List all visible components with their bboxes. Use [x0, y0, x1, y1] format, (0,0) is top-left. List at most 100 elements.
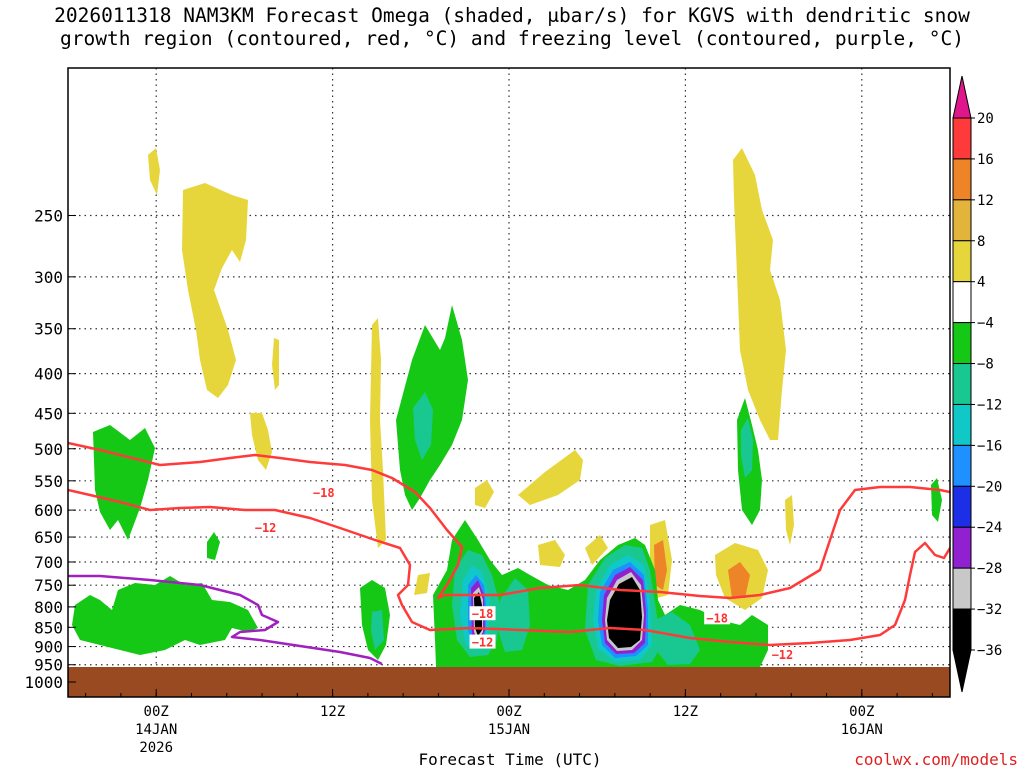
dgz-minus18-contour — [68, 441, 950, 600]
omega-patch-green — [396, 305, 468, 510]
y-tick-label: 250 — [34, 207, 63, 226]
y-tick-label: 550 — [34, 472, 63, 491]
omega-patch-yellow — [370, 318, 386, 548]
x-tick-label: 12Z — [673, 704, 698, 720]
colorbar-swatch — [952, 158, 972, 201]
colorbar: 20 16 12 8 4 −4 −8 −12 −16 −20 −24 −28 −32 −36 — [952, 75, 1002, 693]
colorbar-label: −16 — [977, 438, 1002, 454]
x-axis: 00Z 14JAN 2026 12Z 00Z 15JAN 12Z 00Z 16JAN — [85, 689, 933, 756]
x-tick-label: 00Z — [144, 704, 169, 720]
omega-patch-teal — [655, 612, 700, 665]
y-tick-label: 750 — [34, 576, 63, 595]
omega-patch-green — [207, 532, 220, 560]
omega-patch-teal — [371, 610, 384, 650]
contour-label: −12 — [472, 636, 494, 650]
colorbar-label: −36 — [977, 643, 1002, 659]
omega-patch-teal — [413, 392, 433, 460]
colorbar-label: −12 — [977, 397, 1002, 413]
colorbar-swatch — [952, 322, 972, 365]
colorbar-swatch — [952, 403, 972, 446]
contour-label-bg — [769, 647, 796, 662]
contour-labels: −18 −12 −18 −12 −18 −12 — [252, 485, 796, 662]
dgz-minus12-contour — [68, 488, 950, 647]
colorbar-bottom-triangle — [952, 649, 972, 693]
colorbar-swatch — [952, 485, 972, 528]
omega-shading — [72, 148, 942, 667]
contours — [68, 441, 950, 666]
y-tick-label: 1000 — [24, 673, 63, 692]
colorbar-top-triangle — [952, 75, 972, 119]
y-tick-label: 400 — [34, 365, 63, 384]
y-tick-label: 700 — [34, 553, 63, 572]
y-tick-label: 900 — [34, 638, 63, 657]
y-tick-label: 600 — [34, 501, 63, 520]
y-tick-label: 300 — [34, 268, 63, 287]
y-tick-label: 950 — [34, 656, 63, 675]
omega-patch-yellow — [148, 148, 160, 195]
contour-label-bg — [252, 520, 279, 535]
omega-patch-yellow — [733, 148, 786, 440]
colorbar-swatch — [952, 444, 972, 487]
omega-patch-orange — [728, 562, 750, 598]
colorbar-label: 8 — [977, 234, 985, 250]
colorbar-swatch — [952, 608, 972, 651]
colorbar-swatch — [952, 281, 972, 324]
y-tick-label: 500 — [34, 440, 63, 459]
omega-patch-yellow — [585, 535, 608, 565]
colorbar-label: −8 — [977, 357, 994, 373]
contour-label-bg — [310, 485, 337, 500]
colorbar-label: 12 — [977, 193, 994, 209]
chart-title: 2026011318 NAM3KM Forecast Omega (shaded… — [0, 4, 1024, 50]
omega-patch-yellow — [518, 450, 583, 505]
contour-label: −18 — [706, 611, 728, 625]
x-tick-date: 16JAN — [841, 722, 883, 738]
omega-patch-green — [72, 576, 258, 655]
omega-patch-yellow — [538, 540, 565, 567]
omega-patch-yellow — [250, 413, 272, 470]
contour-label: −18 — [313, 486, 335, 500]
omega-patch-yellow — [475, 480, 494, 508]
freezing-level-contour — [68, 574, 383, 666]
colorbar-label: 4 — [977, 275, 985, 291]
y-tick-label: 800 — [34, 598, 63, 617]
colorbar-swatch — [952, 199, 972, 242]
omega-patch-green — [93, 425, 155, 540]
colorbar-swatch — [952, 363, 972, 405]
colorbar-label: −20 — [977, 479, 1002, 495]
omega-patch-teal — [741, 418, 753, 478]
colorbar-label: −24 — [977, 520, 1002, 536]
x-tick-label: 12Z — [320, 704, 345, 720]
colorbar-label: 16 — [977, 152, 994, 168]
colorbar-swatch — [952, 240, 972, 283]
contour-label-bg — [469, 606, 496, 621]
omega-patch-yellow — [785, 495, 794, 545]
contour-label-bg — [704, 610, 731, 625]
x-tick-label: 00Z — [496, 704, 521, 720]
colorbar-swatch — [952, 526, 972, 569]
omega-patch-yellow — [182, 183, 248, 398]
contour-label: −12 — [772, 648, 794, 662]
title-line-1: 2026011318 NAM3KM Forecast Omega (shaded… — [54, 4, 970, 27]
colorbar-label: 20 — [977, 111, 994, 127]
x-tick-date: 15JAN — [488, 722, 530, 738]
contour-label-bg — [469, 634, 496, 649]
colorbar-label: −4 — [977, 316, 994, 332]
x-tick-date: 14JAN — [135, 722, 177, 738]
colorbar-swatch — [952, 567, 972, 610]
x-axis-label: Forecast Time (UTC) — [418, 750, 601, 768]
contour-label: −18 — [472, 607, 494, 621]
y-axis: 2503003504004505005506006507007508008509… — [24, 207, 76, 692]
y-tick-label: 850 — [34, 618, 63, 637]
y-tick-label: 650 — [34, 528, 63, 547]
y-tick-label: 450 — [34, 404, 63, 423]
y-tick-label: 350 — [34, 320, 63, 339]
colorbar-swatch — [952, 117, 972, 160]
x-tick-label: 00Z — [849, 704, 874, 720]
colorbar-label: −32 — [977, 602, 1002, 618]
omega-patch-orange — [654, 540, 667, 590]
omega-patch-teal — [498, 578, 530, 652]
omega-patch-yellow — [272, 338, 279, 390]
omega-patch-green — [931, 478, 942, 522]
credit-text: coolwx.com/models — [854, 750, 1018, 768]
